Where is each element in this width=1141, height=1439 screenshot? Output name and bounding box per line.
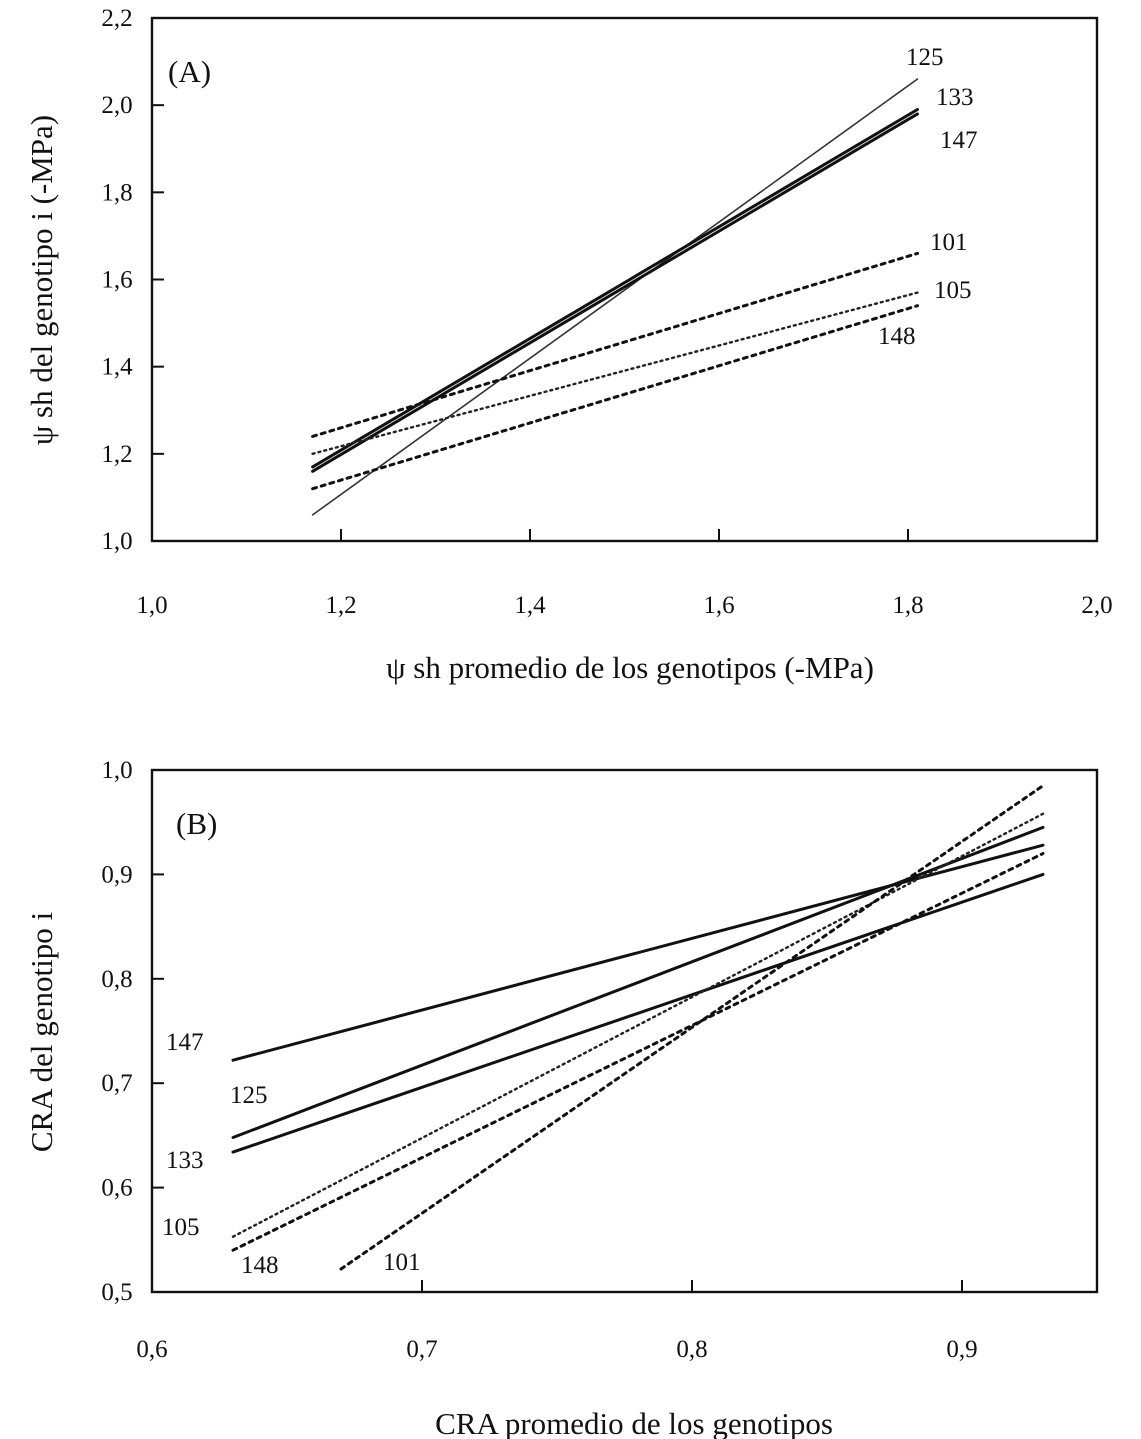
x-tick-label: 0,9 — [946, 1336, 977, 1363]
y-tick-label: 1,8 — [101, 179, 132, 206]
series-line-105 — [311, 291, 919, 455]
line-label-105: 105 — [934, 277, 972, 304]
panel-a-chart: 1,0 1,2 1,4 1,6 1,8 2,0 1,0 1,2 1,4 1,6 1,8 2,0 2,2 ψ… — [24, 5, 1113, 685]
line-label-101: 101 — [930, 229, 968, 256]
y-axis-title: ψ sh del genotipo i (-MPa) — [24, 115, 59, 445]
series-line-147 — [311, 112, 919, 473]
line-label-148: 148 — [878, 323, 916, 350]
y-tick-label: 0,9 — [101, 861, 132, 888]
line-label-133: 133 — [936, 84, 974, 111]
line-label-133: 133 — [166, 1147, 204, 1174]
line-label-148: 148 — [241, 1252, 279, 1279]
series-line-101 — [339, 784, 1045, 1271]
line-label-101: 101 — [383, 1249, 421, 1276]
y-tick-label: 0,6 — [101, 1175, 132, 1202]
y-tick-label: 0,7 — [101, 1070, 132, 1097]
line-label-147: 147 — [940, 127, 978, 154]
series-line-148 — [231, 852, 1045, 1252]
y-tick-label: 1,0 — [101, 757, 132, 784]
line-label-125: 125 — [230, 1082, 268, 1109]
x-tick-label: 1,6 — [703, 592, 734, 619]
panel-b-chart: 0,6 0,7 0,8 0,9 0,5 0,6 0,7 0,8 0,9 1,0 CRA promed… — [24, 757, 1099, 1439]
line-label-125: 125 — [906, 44, 944, 71]
y-tick-label: 1,4 — [101, 354, 133, 381]
y-tick-label: 2,2 — [101, 5, 132, 32]
series-line-101 — [311, 251, 919, 438]
x-axis-title: CRA promedio de los genotipos — [435, 1406, 833, 1439]
series-line-147 — [231, 843, 1045, 1062]
series-line-105 — [231, 812, 1045, 1238]
x-tick-label: 0,8 — [676, 1336, 707, 1363]
x-tick-label: 1,2 — [325, 592, 356, 619]
x-tick-label: 0,6 — [136, 1336, 167, 1363]
y-tick-label: 0,5 — [101, 1279, 132, 1306]
y-axis-title: CRA del genotipo i — [24, 911, 59, 1152]
y-tick-label: 0,8 — [101, 966, 132, 993]
x-tick-label: 1,0 — [136, 592, 167, 619]
panel-label: (B) — [176, 806, 217, 841]
series-line-148 — [311, 304, 919, 491]
x-tick-label: 1,8 — [892, 592, 923, 619]
y-tick-label: 1,6 — [101, 267, 132, 294]
line-label-105: 105 — [162, 1214, 200, 1241]
x-axis-title: ψ sh promedio de los genotipos (-MPa) — [386, 650, 874, 685]
panel-label: (A) — [168, 54, 211, 89]
y-tick-label: 2,0 — [101, 92, 132, 119]
line-label-147: 147 — [166, 1029, 204, 1056]
series-line-125 — [311, 78, 919, 516]
x-tick-label: 1,4 — [514, 592, 546, 619]
plot-frame — [150, 768, 1099, 1294]
y-tick-label: 1,0 — [101, 528, 132, 555]
series-line-133 — [311, 108, 919, 469]
y-tick-label: 1,2 — [101, 441, 132, 468]
x-tick-label: 2,0 — [1081, 592, 1112, 619]
x-tick-label: 0,7 — [406, 1336, 437, 1363]
